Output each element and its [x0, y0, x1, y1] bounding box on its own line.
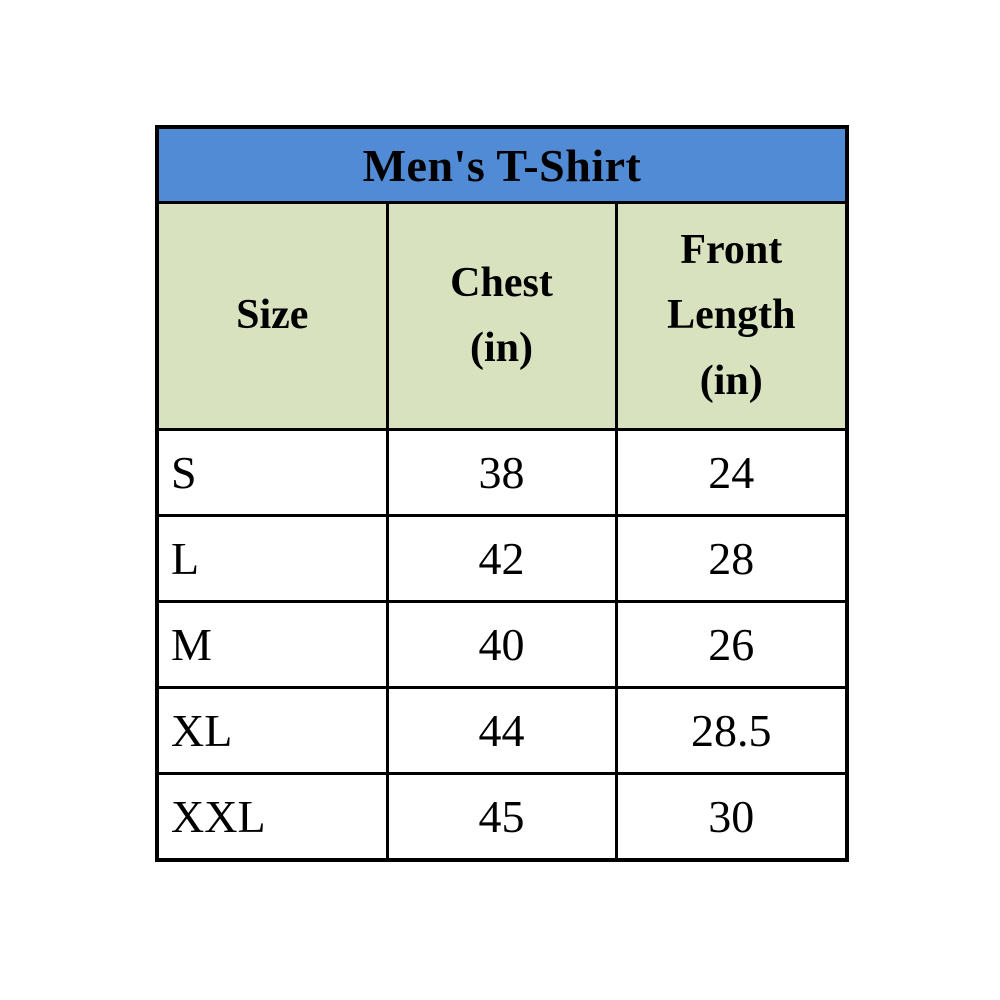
front-length-value: 24	[614, 428, 849, 517]
front-length-value: 26	[614, 600, 849, 689]
column-header-chest: Chest (in)	[385, 201, 618, 431]
table-row: M 40 26	[155, 600, 849, 689]
table-header-row: Size Chest (in) Front Length (in)	[155, 201, 849, 431]
size-value: XL	[155, 686, 389, 775]
size-value: M	[155, 600, 389, 689]
chest-value: 45	[385, 772, 618, 862]
size-chart-table: Men's T-Shirt Size Chest (in) Front Leng…	[155, 125, 850, 862]
column-header-size: Size	[155, 201, 389, 431]
front-length-value: 28.5	[614, 686, 849, 775]
size-value: XXL	[155, 772, 389, 862]
chest-value: 40	[385, 600, 618, 689]
table-title: Men's T-Shirt	[155, 125, 849, 204]
chest-value: 38	[385, 428, 618, 517]
front-length-value: 28	[614, 514, 849, 603]
size-value: S	[155, 428, 389, 517]
table-row: XXL 45 30	[155, 772, 849, 862]
table-row: S 38 24	[155, 428, 849, 517]
column-header-front-length: Front Length (in)	[614, 201, 849, 431]
front-length-value: 30	[614, 772, 849, 862]
table-title-row: Men's T-Shirt	[155, 125, 849, 204]
table-row: L 42 28	[155, 514, 849, 603]
size-value: L	[155, 514, 389, 603]
table-row: XL 44 28.5	[155, 686, 849, 775]
chest-value: 42	[385, 514, 618, 603]
chest-value: 44	[385, 686, 618, 775]
